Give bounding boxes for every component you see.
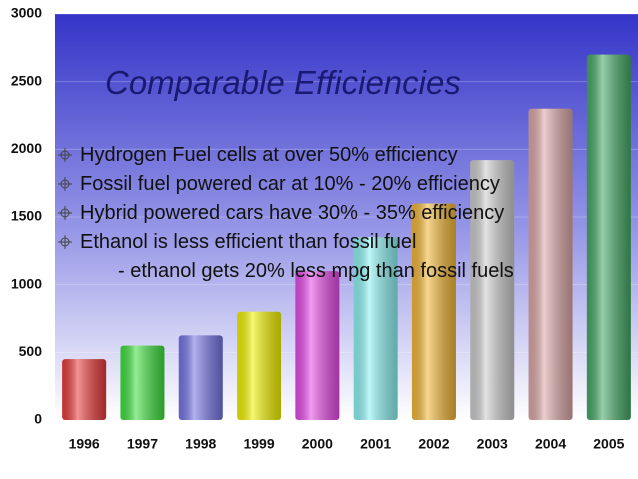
bar-shading <box>528 108 573 420</box>
bar-shading <box>411 203 456 420</box>
bullet-icon <box>58 177 72 191</box>
y-tick-label: 500 <box>19 343 43 359</box>
y-tick-label: 0 <box>34 411 42 427</box>
y-tick-label: 1500 <box>11 208 42 224</box>
x-tick-label: 1998 <box>185 436 216 452</box>
x-tick-label: 1999 <box>243 436 274 452</box>
bar-shading <box>586 54 631 420</box>
bullet: Hydrogen Fuel cells at over 50% efficien… <box>58 141 558 170</box>
y-tick-label: 2000 <box>11 140 42 156</box>
x-tick-label: 2005 <box>593 436 624 452</box>
y-tick-label: 1000 <box>11 275 42 291</box>
bullet-icon <box>58 148 72 162</box>
bar-shading <box>353 237 398 420</box>
x-tick-label: 2000 <box>302 436 333 452</box>
slide-title: Comparable Efficiencies <box>105 64 461 101</box>
bullet: Ethanol is less efficient than fossil fu… <box>58 228 558 257</box>
x-tick-label: 1997 <box>127 436 158 452</box>
bar-shading <box>178 335 223 420</box>
bullet-text: Ethanol is less efficient than fossil fu… <box>80 231 417 253</box>
x-tick-label: 2004 <box>535 436 566 452</box>
bullet-text: Hybrid powered cars have 30% - 35% effic… <box>80 202 505 224</box>
bar-shading <box>120 345 165 420</box>
bullet-list: Hydrogen Fuel cells at over 50% efficien… <box>58 141 558 286</box>
bar-shading <box>470 160 515 420</box>
bar-shading <box>237 311 282 420</box>
x-tick-label: 2003 <box>477 436 508 452</box>
bullet: Fossil fuel powered car at 10% - 20% eff… <box>58 170 558 199</box>
bar-shading <box>295 271 340 420</box>
x-tick-label: 2002 <box>418 436 449 452</box>
bar-shading <box>62 359 107 420</box>
bullet-icon <box>58 235 72 249</box>
y-tick-label: 2500 <box>11 72 42 88</box>
bullet-text: Fossil fuel powered car at 10% - 20% eff… <box>80 173 500 195</box>
bullet: Hybrid powered cars have 30% - 35% effic… <box>58 199 558 228</box>
y-tick-label: 3000 <box>11 5 42 21</box>
x-tick-label: 2001 <box>360 436 391 452</box>
x-tick-label: 1996 <box>69 436 100 452</box>
bullet-icon <box>58 206 72 220</box>
sub-bullet: - ethanol gets 20% less mpg than fossil … <box>118 260 514 282</box>
bullet-text: Hydrogen Fuel cells at over 50% efficien… <box>80 144 458 166</box>
